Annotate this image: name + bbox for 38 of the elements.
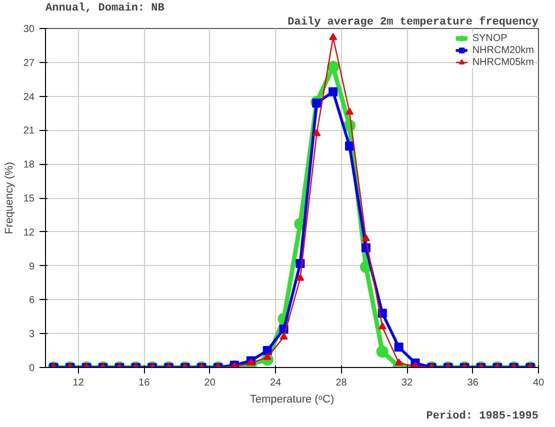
x-tick-label: 12: [72, 378, 84, 388]
y-tick-label: 9: [28, 261, 35, 272]
y-tick-label: 3: [28, 329, 35, 340]
chart-title: Daily average 2m temperature frequency: [288, 16, 539, 28]
point: [312, 98, 322, 108]
y-axis-title: Frequency (%): [3, 162, 16, 234]
y-tick-label: 0: [28, 363, 35, 374]
point: [345, 142, 354, 151]
x-tick-label: 28: [336, 378, 348, 388]
point: [346, 108, 354, 115]
chart-subtitle: Annual, Domain: NB: [46, 2, 165, 14]
point: [329, 33, 338, 40]
y-tick-label: 18: [23, 160, 35, 171]
x-tick-label: 24: [270, 378, 282, 388]
point: [362, 234, 370, 242]
y-tick-label: 27: [23, 58, 35, 69]
legend-label: NHRCM20km: [472, 44, 534, 56]
legend-label: NHRCM05km: [472, 56, 534, 68]
x-tick-label: 16: [138, 378, 150, 388]
text: Period: 1985-1995: [426, 410, 539, 422]
point: [312, 129, 321, 136]
y-tick-label: 6: [28, 295, 35, 306]
x-tick-label: 40: [532, 378, 544, 388]
x-axis-title: Temperature (ᵒC): [250, 394, 334, 406]
point: [328, 87, 338, 96]
x-tick-label: 20: [204, 378, 216, 388]
legend-label: SYNOP: [472, 32, 508, 44]
point: [327, 60, 340, 73]
y-tick-label: 15: [23, 194, 35, 204]
x-tick-label: 32: [401, 378, 414, 388]
y-tick-label: 24: [23, 92, 35, 103]
y-tick-label: 30: [23, 24, 35, 35]
point: [296, 274, 304, 281]
y-tick-label: 12: [23, 227, 35, 238]
point: [378, 322, 386, 330]
x-tick-label: 36: [467, 378, 479, 388]
y-tick-label: 21: [23, 126, 35, 137]
point: [280, 332, 288, 340]
